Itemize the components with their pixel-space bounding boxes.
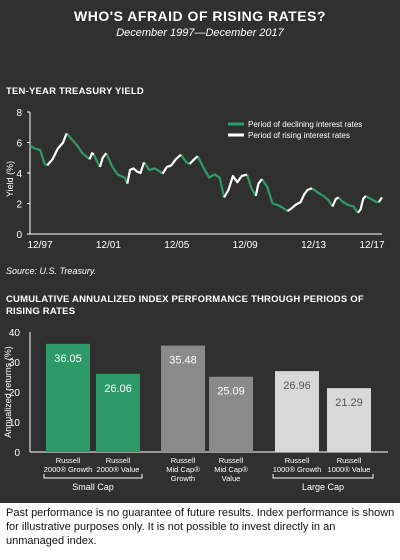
rising-rate-segment: [331, 196, 340, 207]
x-tick-label: 12/05: [164, 240, 189, 251]
y-tick-label: 40: [9, 328, 21, 339]
x-tick-label: 12/01: [96, 240, 121, 251]
y-tick-label: 6: [16, 139, 22, 150]
y-tick-label: 20: [9, 388, 21, 399]
declining-rate-segment: [92, 154, 101, 168]
rising-rate-segment: [98, 152, 108, 168]
y-tick-label: 4: [16, 169, 22, 180]
bar-value-label: 21.29: [335, 397, 363, 409]
declining-rate-segment: [196, 155, 226, 198]
returns-bar-chart: 0 10 20 30 40 Annualized returns (%) 36.05 Russ…: [3, 328, 388, 492]
rising-rate-segment: [88, 152, 95, 160]
bar-value-label: 35.48: [169, 355, 197, 367]
y-axis-label: Yield (%): [5, 161, 15, 197]
bar-value-label: 25.09: [217, 386, 245, 398]
rising-rate-segment: [126, 161, 146, 184]
category-label: Russell 1000® Value: [328, 456, 371, 474]
y-tick-label: 0: [14, 448, 20, 459]
bar-chart-title: CUMULATIVE ANNUALIZED INDEX PERFORMANCE …: [6, 294, 364, 317]
bar: [209, 376, 253, 452]
y-tick-label: 10: [9, 418, 21, 429]
legend-label: Period of rising interest rates: [248, 131, 350, 140]
x-tick-label: 12/13: [301, 240, 326, 251]
rising-rate-segment: [254, 178, 263, 197]
category-label: Russell 1000® Growth: [273, 456, 321, 474]
declining-rate-segment: [261, 178, 289, 213]
declining-rate-segment: [29, 144, 48, 167]
bar-value-label: 26.96: [283, 380, 311, 392]
rising-rate-segment: [286, 187, 313, 213]
rising-rate-segment: [357, 195, 367, 214]
footnote: Past performance is no guarantee of futu…: [6, 507, 395, 547]
legend-label: Period of declining interest rates: [248, 120, 362, 129]
group-label: Large Cap: [302, 482, 344, 492]
rising-rate-segment: [161, 153, 182, 175]
group-label: Small Cap: [72, 482, 114, 492]
y-tick-label: 30: [9, 358, 21, 369]
bar-value-label: 26.06: [104, 383, 132, 395]
bar: [327, 388, 371, 452]
rising-rate-segment: [223, 173, 248, 198]
declining-rate-segment: [180, 154, 191, 165]
category-label: Russell Mid Cap® Value: [214, 456, 248, 483]
declining-rate-segment: [311, 187, 334, 208]
main-title: WHO'S AFRAID OF RISING RATES?: [74, 8, 326, 24]
group-bracket: [43, 474, 143, 479]
bar: [161, 345, 205, 452]
rising-rate-segment: [189, 155, 199, 165]
y-axis-label: Annualized returns (%): [3, 346, 13, 438]
bar: [275, 371, 319, 452]
declining-rate-segment: [65, 132, 91, 161]
yield-line-chart: 0 2 4 6 8 12/97 12/01 12/05 12/09 12/13 12/17 Yield…: [5, 108, 385, 251]
y-tick-label: 8: [16, 108, 22, 119]
rising-rate-segment: [46, 133, 68, 167]
x-tick-label: 12/09: [233, 240, 258, 251]
category-label: Russell 2000® Growth: [44, 456, 92, 474]
yield-chart-title: TEN-YEAR TREASURY YIELD: [6, 86, 144, 97]
x-tick-label: 12/97: [27, 240, 52, 251]
declining-rate-segment: [365, 194, 379, 204]
source-note: Source: U.S. Treasury.: [6, 266, 97, 276]
category-label: Russell 2000® Value: [97, 456, 140, 474]
y-tick-label: 0: [16, 230, 22, 241]
declining-rate-segment: [143, 161, 164, 175]
main-subtitle: December 1997—December 2017: [116, 27, 284, 39]
declining-rate-segment: [245, 174, 257, 197]
bar: [96, 373, 140, 452]
y-tick-label: 2: [16, 200, 22, 211]
x-tick-label: 12/17: [359, 240, 384, 251]
declining-rate-segment: [337, 196, 359, 214]
group-bracket: [272, 474, 374, 479]
declining-rate-segment: [105, 152, 129, 185]
chart-panel: WHO'S AFRAID OF RISING RATES? December 1…: [0, 0, 400, 503]
bar: [46, 343, 90, 452]
category-label: Russell Mid Cap® Growth: [166, 456, 200, 483]
rising-rate-segment: [378, 196, 383, 203]
bar-value-label: 36.05: [54, 353, 82, 365]
